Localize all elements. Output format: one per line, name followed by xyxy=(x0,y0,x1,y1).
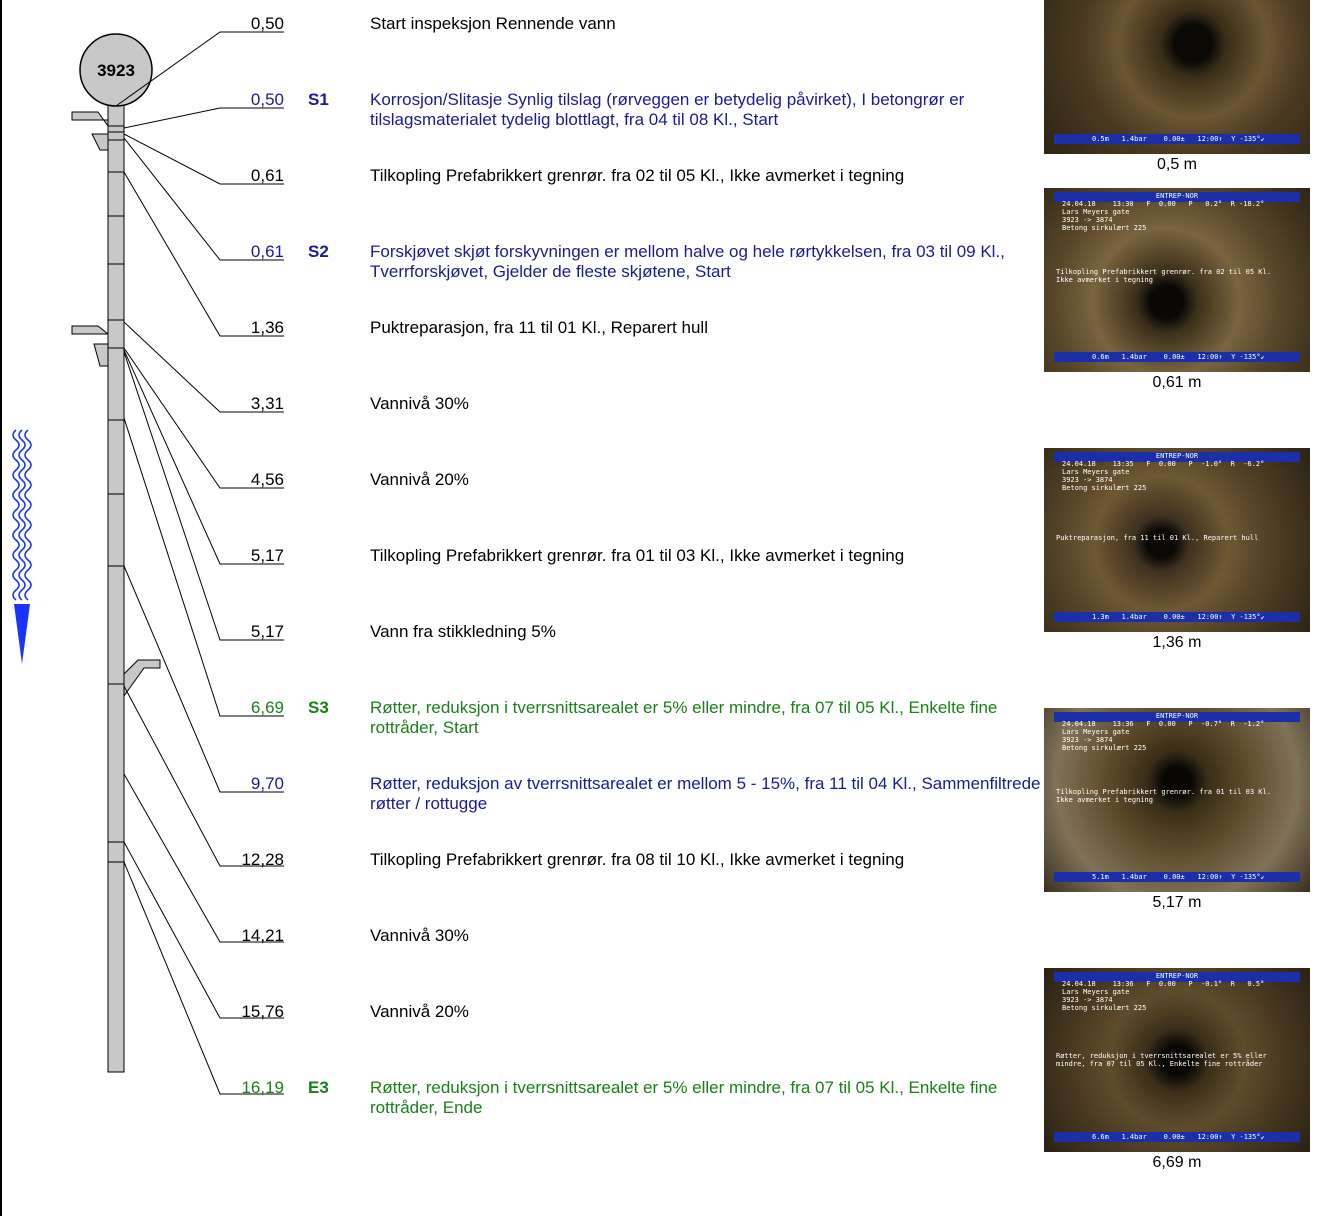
entry-code: S1 xyxy=(308,90,329,109)
entry-distance: 5,17 xyxy=(250,546,284,565)
photo-header-info: 24.04.18 13:30 F 0.00 P 0.2° R -18.2° La… xyxy=(1062,200,1265,232)
photo-caption: 5,17 m xyxy=(1152,894,1202,911)
entry-description: Tilkopling Prefabrikkert grenrør. fra 08… xyxy=(370,850,905,869)
entry-description: Start inspeksjon Rennende vann xyxy=(370,14,616,33)
branch-connection-1 xyxy=(71,111,109,151)
photo-caption: 0,61 m xyxy=(1152,374,1202,391)
entry-description: Vann fra stikkledning 5% xyxy=(370,622,556,641)
photo-image xyxy=(1044,188,1310,372)
photo-header-bar xyxy=(1054,972,1300,982)
photo-image xyxy=(1044,448,1310,632)
photo-footer-bar: 0.6m 1.4bar 0.00± 12:00↑ Y -135°↙ xyxy=(1054,352,1300,362)
photo-header-company: ENTREP-NOR xyxy=(1155,712,1199,720)
pipe-diagram: 3923 xyxy=(12,31,284,1095)
entry-distance: 0,61 xyxy=(250,166,284,185)
entry-code: E3 xyxy=(308,1078,329,1097)
entry-description: Puktreparasjon, fra 11 til 01 Kl., Repar… xyxy=(370,318,708,337)
entry-description: Røtter, reduksjon i tverrsnittsarealet e… xyxy=(370,698,998,737)
entry-description: Vannivå 30% xyxy=(370,394,469,413)
entry-distance: 0,61 xyxy=(250,242,284,261)
photo-header-company: ENTREP-NOR xyxy=(1155,972,1199,980)
flow-arrow-head xyxy=(14,604,30,664)
entry-distance: 0,50 xyxy=(250,14,284,33)
entry-description: Røtter, reduksjon av tverrsnittsarealet … xyxy=(370,774,1041,813)
photo-header-info: 24.04.18 13:35 F 0.00 P -1.0° R -6.2° La… xyxy=(1062,460,1265,492)
pipe-body xyxy=(107,103,125,1073)
photo-overlay-text: Tilkopling Prefabrikkert grenrør. fra 01… xyxy=(1056,788,1271,804)
branch-connection-3 xyxy=(123,659,161,698)
entry-distance: 9,70 xyxy=(250,774,284,793)
photo-overlay-text: Tilkopling Prefabrikkert grenrør. fra 02… xyxy=(1056,268,1271,284)
entry-code: S2 xyxy=(308,242,329,261)
entry-distance: 5,17 xyxy=(250,622,284,641)
photo-image xyxy=(1044,708,1310,892)
entry-distance: 14,21 xyxy=(241,926,284,945)
inspection-photo[interactable]: ENTREP-NOR 24.04.18 13:36 F 0.00 P -0.7° … xyxy=(1044,708,1310,892)
flow-direction-icon xyxy=(12,429,32,601)
photo-header-info: 24.04.18 13:36 F 0.00 P -0.1° R 0.5° Lar… xyxy=(1062,980,1265,1012)
photo-caption: 1,36 m xyxy=(1152,634,1202,651)
page-border xyxy=(0,0,2,1216)
photo-caption: 6,69 m xyxy=(1152,1154,1202,1171)
entry-description: Tilkopling Prefabrikkert grenrør. fra 01… xyxy=(370,546,905,565)
entry-distance: 15,76 xyxy=(241,1002,284,1021)
entry-distance: 16,19 xyxy=(241,1078,284,1097)
entry-description: Vannivå 20% xyxy=(370,470,469,489)
inspection-photo[interactable]: ENTREP-NOR 24.04.18 13:30 F 0.00 P 0.2° R… xyxy=(1044,188,1310,372)
entry-description: Vannivå 20% xyxy=(370,1002,469,1021)
entry-distance: 1,36 xyxy=(250,318,284,337)
entry-description: Forskjøvet skjøt forskyvningen er mellom… xyxy=(370,242,1005,281)
photo-header-company: ENTREP-NOR xyxy=(1155,192,1199,200)
entry-distance: 4,56 xyxy=(250,470,284,489)
entry-description: Korrosjon/Slitasje Synlig tilslag (rørve… xyxy=(370,90,965,129)
inspection-photo[interactable]: ENTREP-NOR 24.04.18 13:36 F 0.00 P -0.1° … xyxy=(1044,968,1310,1152)
inspection-photo[interactable]: ENTREP-NOR 24.04.18 13:35 F 0.00 P -1.0° … xyxy=(1044,448,1310,632)
photo-image xyxy=(1044,0,1310,154)
entry-code: S3 xyxy=(308,698,329,717)
entry-distance: 6,69 xyxy=(250,698,284,717)
entry-distance: 12,28 xyxy=(241,850,284,869)
entry-description: Røtter, reduksjon i tverrsnittsarealet e… xyxy=(370,1078,998,1117)
photo-caption: 0,5 m xyxy=(1156,156,1197,173)
photo-overlay-text: Puktreparasjon, fra 11 til 01 Kl., Repar… xyxy=(1056,534,1259,542)
leader-lines xyxy=(115,31,284,1095)
branch-connection-2 xyxy=(71,325,109,367)
photo-header-bar xyxy=(1054,192,1300,202)
photo-header-bar xyxy=(1054,452,1300,462)
manhole-label: 3923 xyxy=(97,61,135,80)
pipe-joints xyxy=(108,125,124,863)
photo-footer-bar: 0.5m 1.4bar 0.00± 12:00↑ Y -135°↙ xyxy=(1054,134,1300,144)
entry-description: Vannivå 30% xyxy=(370,926,469,945)
photo-header-company: ENTREP-NOR xyxy=(1155,452,1199,460)
photo-footer-bar: 6.6m 1.4bar 0.00± 12:00↑ Y -135°↙ xyxy=(1054,1132,1300,1142)
entry-distance: 0,50 xyxy=(250,90,284,109)
photo-image xyxy=(1044,968,1310,1152)
photo-header-bar xyxy=(1054,712,1300,722)
photo-header-info: 24.04.18 13:36 F 0.00 P -0.7° R -1.2° La… xyxy=(1062,720,1265,752)
photo-footer-bar: 1.3m 1.4bar 0.00± 12:00↑ Y -135°↙ xyxy=(1054,612,1300,622)
photo-footer-bar: 5.1m 1.4bar 0.00± 12:00↑ Y -135°↙ xyxy=(1054,872,1300,882)
photo-overlay-text: Røtter, reduksjon i tverrsnittsarealet e… xyxy=(1056,1052,1267,1068)
entry-description: Tilkopling Prefabrikkert grenrør. fra 02… xyxy=(370,166,905,185)
entry-distance: 3,31 xyxy=(250,394,284,413)
